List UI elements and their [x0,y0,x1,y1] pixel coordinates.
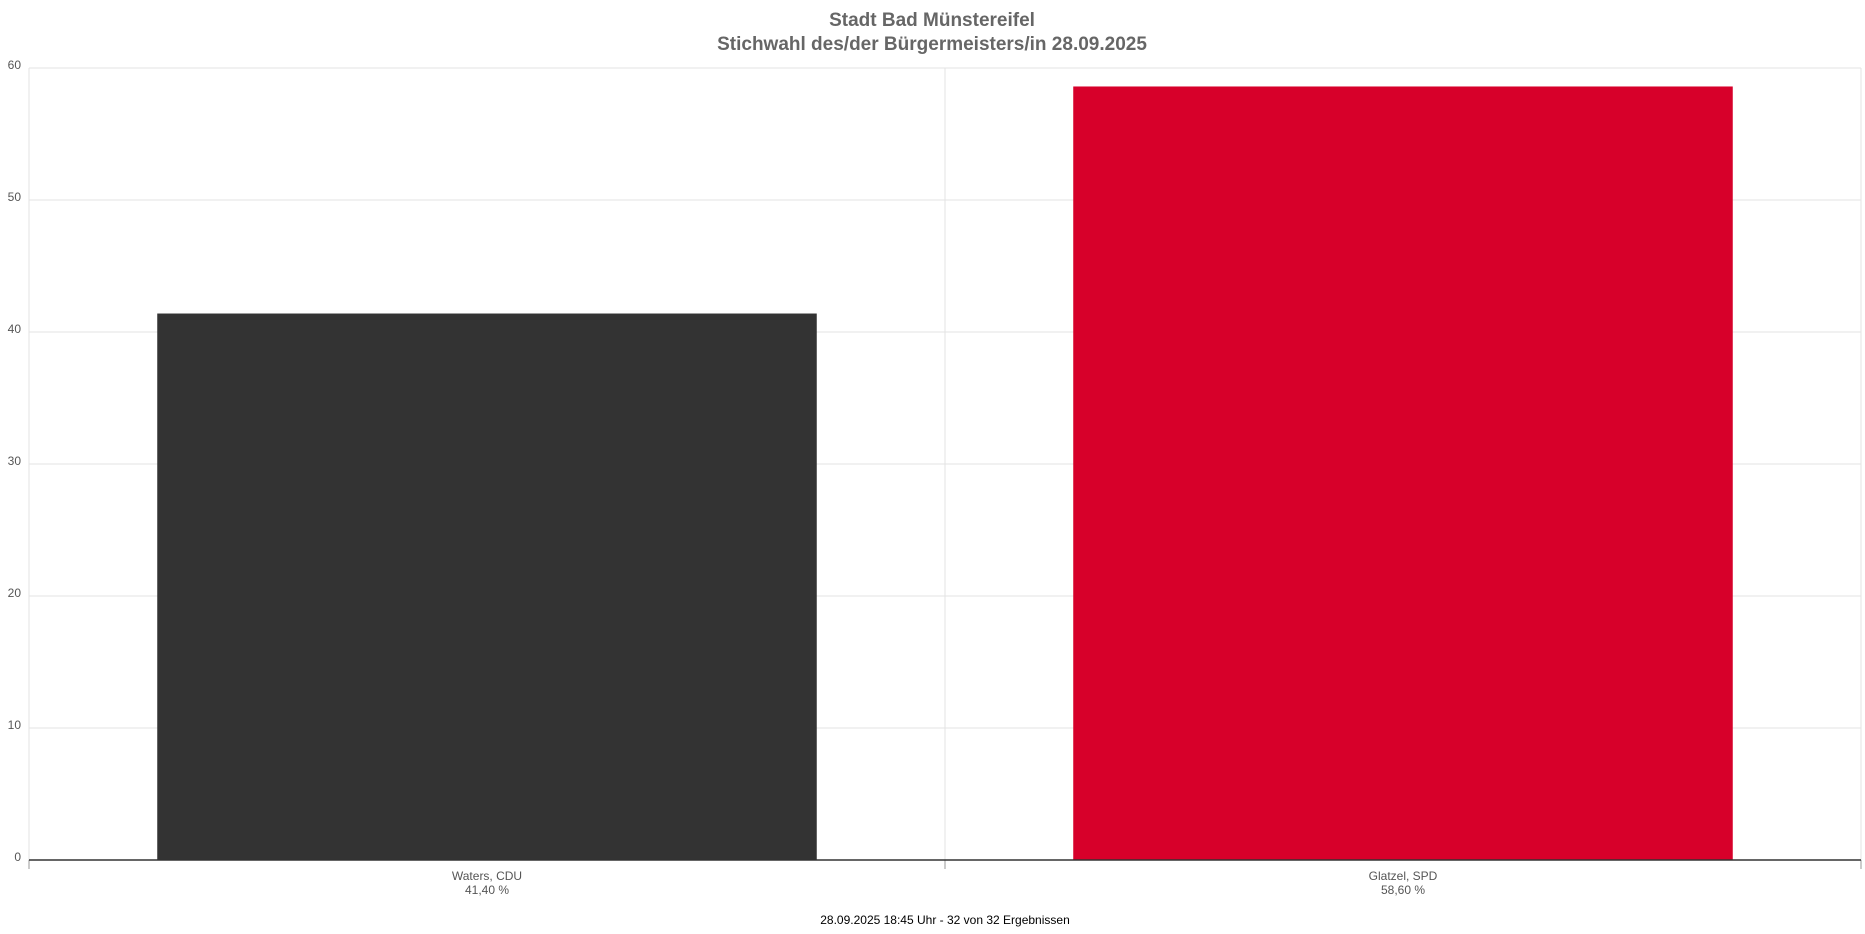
value-label: 58,60 % [1381,883,1425,897]
value-label: 41,40 % [465,883,509,897]
y-tick-label: 50 [8,190,22,204]
y-tick-label: 10 [8,718,22,732]
y-tick-label: 30 [8,454,22,468]
chart-title: Stadt Bad Münstereifel [829,10,1035,31]
x-tick-label: Waters, CDU [452,869,522,883]
y-tick-label: 40 [8,322,22,336]
y-tick-label: 0 [14,850,21,864]
x-tick-label: Glatzel, SPD [1369,869,1438,883]
y-tick-label: 20 [8,586,22,600]
footer: 28.09.2025 18:45 Uhr - 32 von 32 Ergebni… [820,913,1070,927]
bar [1073,86,1733,861]
y-tick-label: 60 [8,58,22,72]
chart-subtitle: Stichwahl des/der Bürgermeisters/in 28.0… [717,34,1147,55]
bar [157,313,817,860]
